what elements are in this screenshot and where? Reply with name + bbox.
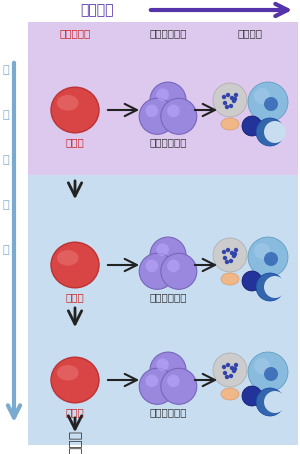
Circle shape [233, 252, 237, 256]
Ellipse shape [221, 118, 239, 130]
Ellipse shape [57, 95, 79, 111]
Circle shape [264, 367, 278, 381]
Text: 血液前駆細胞: 血液前駆細胞 [149, 28, 187, 38]
Circle shape [225, 105, 229, 109]
Text: 増殖サイクル: 増殖サイクル [149, 292, 187, 302]
Circle shape [150, 82, 186, 118]
Circle shape [229, 104, 233, 108]
Text: 増殖サイクル: 増殖サイクル [149, 407, 187, 417]
Circle shape [230, 96, 234, 100]
Circle shape [223, 101, 227, 105]
Circle shape [150, 237, 186, 273]
Circle shape [232, 99, 236, 103]
Circle shape [146, 375, 158, 387]
Ellipse shape [51, 357, 99, 403]
Circle shape [226, 93, 230, 97]
Text: 製: 製 [3, 200, 9, 210]
Text: 多分化能: 多分化能 [80, 3, 113, 17]
Circle shape [234, 93, 238, 97]
Circle shape [213, 238, 247, 272]
Circle shape [242, 271, 262, 291]
Circle shape [230, 366, 234, 370]
Circle shape [234, 363, 238, 367]
Bar [28, 175, 298, 445]
Circle shape [229, 374, 233, 378]
Circle shape [230, 251, 234, 255]
Circle shape [254, 243, 270, 259]
Circle shape [264, 97, 278, 111]
Text: 血液細胞: 血液細胞 [238, 28, 262, 38]
Circle shape [256, 388, 284, 416]
Ellipse shape [57, 365, 79, 380]
Ellipse shape [51, 242, 99, 288]
Text: 造血幹細胞: 造血幹細胞 [59, 28, 91, 38]
Circle shape [229, 259, 233, 263]
Circle shape [232, 254, 236, 258]
Circle shape [264, 121, 286, 143]
Circle shape [167, 260, 180, 272]
Circle shape [161, 368, 197, 405]
Circle shape [161, 99, 197, 134]
Circle shape [213, 83, 247, 117]
Ellipse shape [57, 250, 79, 266]
Circle shape [139, 99, 175, 134]
Text: ・・・: ・・・ [68, 429, 82, 454]
Circle shape [225, 260, 229, 264]
Circle shape [256, 273, 284, 301]
Circle shape [150, 352, 186, 388]
Ellipse shape [51, 87, 99, 133]
Circle shape [254, 88, 270, 104]
Circle shape [139, 368, 175, 405]
Circle shape [222, 250, 226, 254]
Circle shape [234, 248, 238, 252]
Circle shape [256, 118, 284, 146]
Circle shape [167, 375, 180, 387]
Circle shape [248, 237, 288, 277]
Circle shape [248, 82, 288, 122]
Circle shape [232, 369, 236, 373]
Circle shape [213, 353, 247, 387]
Circle shape [254, 358, 270, 374]
Text: 静止期: 静止期 [66, 292, 84, 302]
Ellipse shape [221, 388, 239, 400]
Circle shape [233, 367, 237, 371]
Circle shape [264, 252, 278, 266]
Circle shape [226, 248, 230, 252]
Circle shape [222, 95, 226, 99]
Circle shape [156, 89, 169, 101]
Circle shape [161, 253, 197, 289]
Circle shape [167, 104, 180, 117]
Circle shape [146, 260, 158, 272]
Circle shape [242, 386, 262, 406]
Circle shape [248, 352, 288, 392]
Text: 能: 能 [3, 245, 9, 255]
Circle shape [264, 391, 286, 413]
Circle shape [242, 116, 262, 136]
Circle shape [139, 253, 175, 289]
Circle shape [222, 365, 226, 369]
Ellipse shape [221, 273, 239, 285]
Text: 静止期: 静止期 [66, 407, 84, 417]
Circle shape [223, 371, 227, 375]
Circle shape [156, 358, 169, 371]
Text: 静止期: 静止期 [66, 137, 84, 147]
Text: 複: 複 [3, 155, 9, 165]
Text: 増殖サイクル: 増殖サイクル [149, 137, 187, 147]
Circle shape [233, 97, 237, 101]
Circle shape [226, 363, 230, 367]
Circle shape [225, 375, 229, 379]
Circle shape [223, 256, 227, 260]
Text: 己: 己 [3, 110, 9, 120]
Bar [28, 22, 298, 175]
Circle shape [156, 243, 169, 256]
Circle shape [264, 276, 286, 298]
Circle shape [146, 104, 158, 117]
Text: 自: 自 [3, 65, 9, 75]
